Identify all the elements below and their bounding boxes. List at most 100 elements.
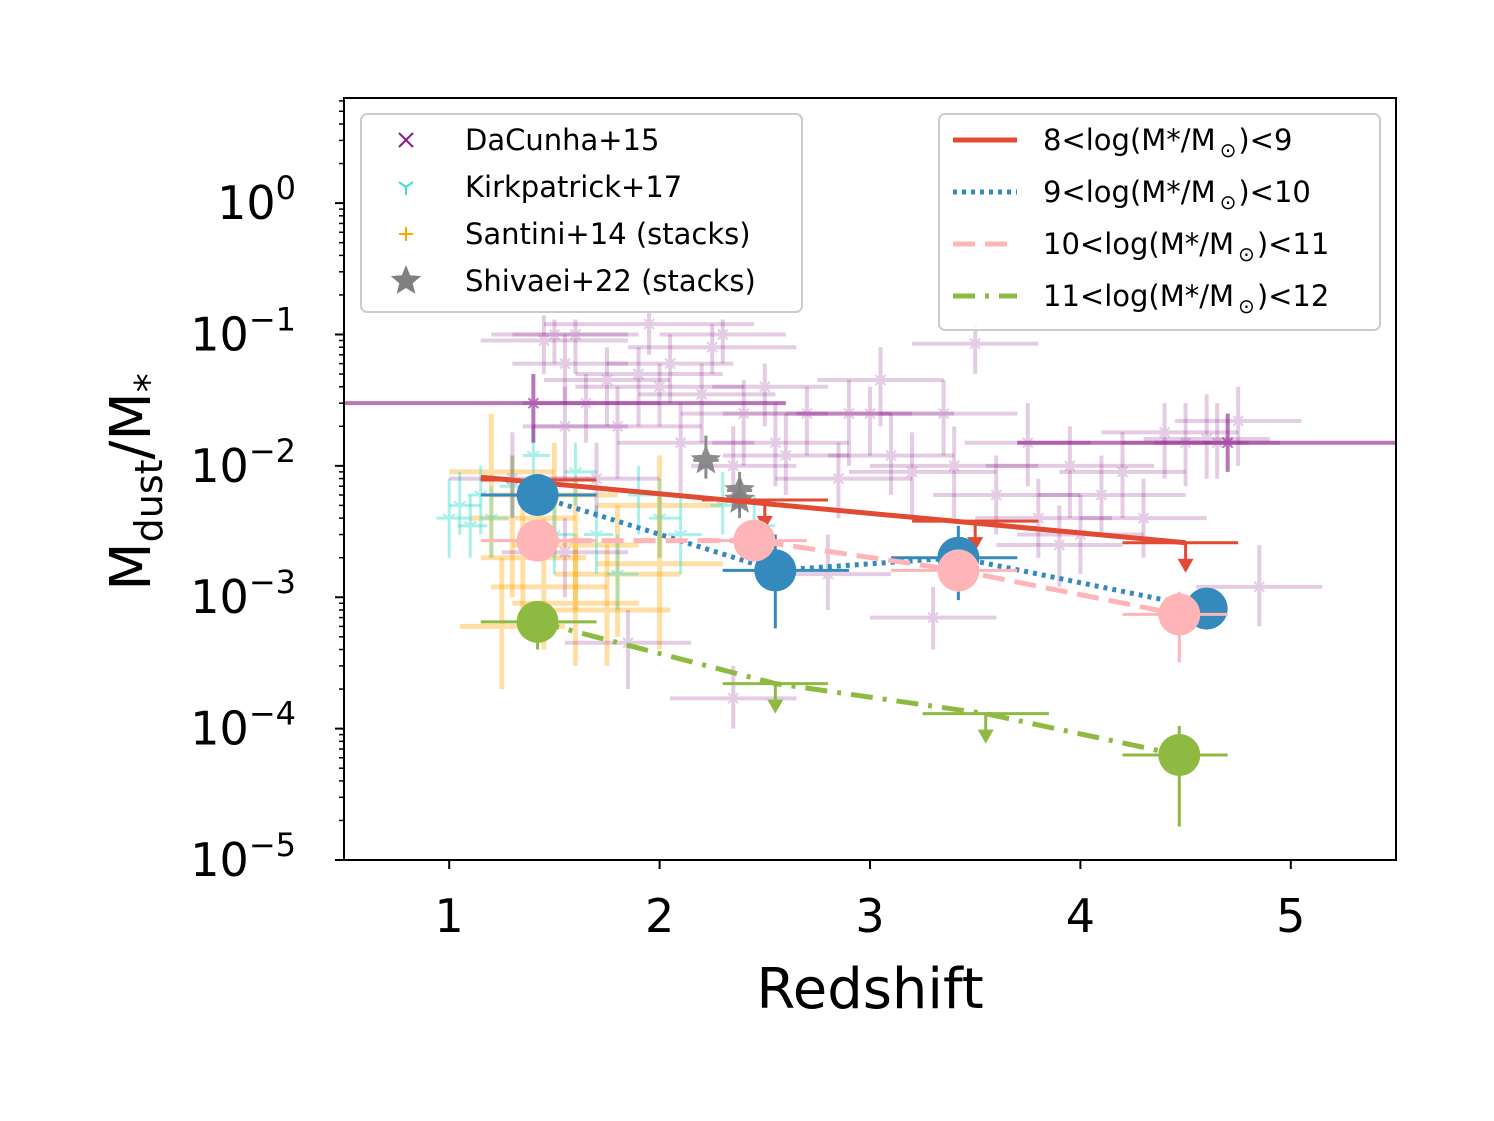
dacunha-marker-53	[1221, 437, 1234, 449]
dacunha-marker-50	[874, 374, 887, 386]
dacunha-marker-36	[1158, 426, 1171, 439]
dacunha-point-21	[775, 442, 913, 519]
plus-marker-icon	[399, 227, 413, 241]
dacunha-marker-12	[674, 437, 687, 449]
dacunha-point-15	[659, 319, 786, 364]
dacunha-marker-32	[1064, 460, 1076, 472]
santini-point-9	[596, 495, 723, 650]
legend-mass-bins: 8<log(M*/M ⊙)<9 9<log(M*/M ⊙)<10 10<log(M*/M…	[938, 113, 1381, 331]
dacunha-point-4	[512, 319, 639, 375]
dacunha-point-35	[1080, 478, 1207, 558]
kirkpatrick-point-9	[607, 534, 639, 610]
santini-marker-8	[652, 498, 667, 513]
x-tick-label-3: 4	[1066, 889, 1095, 943]
dacunha-marker-9	[632, 368, 645, 380]
y-tick-label-1: 10−1	[190, 300, 296, 361]
santini-point-7	[554, 505, 681, 637]
dacunha-marker-10	[643, 318, 655, 330]
y-title-over-m: /M	[99, 392, 164, 459]
dacunha-point-50	[817, 347, 944, 427]
x-tick-label-0: 1	[435, 889, 464, 943]
dacunha-point-31	[975, 478, 1112, 558]
series-m11-limit-0-arrow	[767, 699, 784, 714]
series-m10-point-2	[937, 549, 980, 592]
dacunha-marker-23	[864, 407, 876, 420]
dacunha-marker-11	[653, 381, 666, 393]
dacunha-point-42	[870, 586, 997, 650]
dacunha-point-14	[628, 324, 797, 375]
legend-item-0: DaCunha+15	[398, 123, 659, 157]
series-m11-point-1	[1158, 733, 1201, 776]
dacunha-point-40	[1175, 386, 1302, 466]
dacunha-point-48	[1059, 432, 1186, 519]
x-tick-label-4: 5	[1276, 889, 1305, 943]
dacunha-point-10	[543, 311, 755, 355]
kirkpatrick-marker-11	[653, 513, 667, 526]
dacunha-point-8	[533, 386, 702, 479]
dacunha-point-53	[1017, 413, 1396, 472]
dacunha-marker-34	[1095, 489, 1108, 501]
literature-scatter-layer	[344, 311, 1396, 729]
dacunha-point-26	[880, 380, 1018, 456]
y-title-sub-star: *	[127, 373, 171, 392]
dacunha-marker-15	[717, 328, 729, 341]
kirkpatrick-marker-14	[526, 450, 540, 463]
kirkpatrick-marker-1	[453, 500, 467, 513]
kirkpatrick-marker-4	[484, 513, 498, 526]
series-m9-point-1	[754, 549, 797, 592]
dacunha-marker-13	[695, 388, 708, 401]
santini-marker-3	[536, 579, 551, 594]
shivaei-point-0	[690, 435, 722, 479]
kirkpatrick-point-1	[449, 471, 481, 535]
dacunha-marker-43	[727, 692, 739, 705]
legend-bin-3: 11<log(M*/M ⊙)<12	[953, 279, 1329, 318]
legend-bin-label-3: 11<log(M*/M ⊙)<12	[1043, 279, 1329, 318]
legend-bin-label-0: 8<log(M*/M ⊙)<9	[1043, 123, 1292, 162]
dacunha-marker-29	[990, 489, 1002, 501]
legend-datasets-box	[360, 113, 803, 313]
dacunha-marker-40	[1232, 415, 1244, 427]
dacunha-point-27	[870, 426, 1039, 519]
legend-item-1: Kirkpatrick+17	[398, 170, 682, 204]
santini-marker-7	[610, 567, 625, 582]
dacunha-marker-16	[727, 460, 739, 472]
dacunha-marker-20	[801, 407, 813, 420]
shivaei-star-2	[724, 484, 755, 513]
x-tick-label-1: 2	[645, 889, 674, 943]
dacunha-marker-42	[927, 611, 939, 624]
dacunha-marker-47	[1053, 539, 1066, 551]
legend-item-2: Santini+14 (stacks)	[399, 217, 751, 251]
shivaei-star-0	[690, 444, 722, 474]
dacunha-marker-49	[780, 449, 792, 462]
axes-layer: 1 2 3 4 5 100 10−1 10−2 10−3 10−4 10−5	[190, 100, 1305, 943]
legend-label-2: Santini+14 (stacks)	[465, 217, 751, 251]
series-m9-point-0	[516, 474, 559, 517]
dacunha-point-2	[491, 319, 629, 364]
santini-point-0	[449, 413, 555, 558]
y-tick-label-4: 10−4	[190, 695, 296, 756]
kirkpatrick-marker-7	[568, 467, 582, 479]
santini-marker-9	[652, 556, 667, 571]
dacunha-marker-3	[559, 357, 571, 370]
y-tick-label-3: 10−3	[190, 563, 296, 624]
kirkpatrick-point-2	[457, 495, 488, 558]
dacunha-point-28	[912, 324, 1039, 375]
dacunha-marker-14	[706, 341, 718, 353]
legend-bin-1: 9<log(M*/M ⊙)<10	[953, 175, 1311, 214]
dacunha-marker-25	[906, 466, 918, 478]
dacunha-point-54	[344, 374, 786, 443]
series-m8-limit-2-arrow	[967, 537, 984, 552]
dacunha-marker-27	[948, 460, 960, 472]
dacunha-marker-22	[843, 407, 855, 420]
dacunha-point-3	[512, 334, 629, 404]
dacunha-marker-17	[738, 407, 750, 420]
dacunha-marker-5	[559, 420, 571, 433]
x-tick-label-2: 3	[855, 889, 884, 943]
santini-marker-6	[600, 602, 614, 617]
dacunha-point-20	[722, 386, 892, 456]
y-tick-label-2: 10−2	[190, 432, 296, 493]
y-axis-title: Mdust/M*	[99, 373, 171, 590]
kirkpatrick-point-11	[649, 478, 681, 558]
dacunha-point-51	[543, 347, 671, 427]
